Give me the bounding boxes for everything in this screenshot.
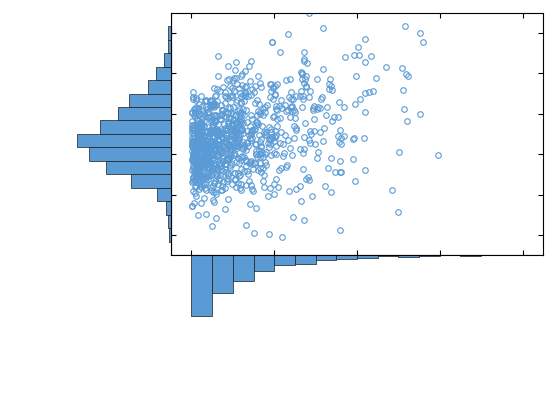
Bar [167, 39, 171, 53]
Bar [77, 134, 171, 147]
Bar [106, 161, 171, 174]
Bar [233, 255, 254, 281]
Bar [377, 255, 398, 256]
Y-axis label: y: y [127, 129, 142, 139]
Bar [357, 255, 377, 257]
Bar [157, 188, 171, 201]
Bar [164, 53, 171, 66]
Bar [148, 80, 171, 94]
Bar [316, 255, 337, 260]
Bar [337, 255, 357, 259]
Bar [100, 121, 171, 134]
Bar [419, 255, 440, 256]
Bar [129, 94, 171, 107]
Bar [168, 26, 171, 39]
Bar [118, 107, 171, 121]
Bar [212, 255, 233, 293]
Bar [398, 255, 419, 257]
Bar [295, 255, 316, 264]
Bar [130, 174, 171, 188]
Bar [169, 228, 171, 242]
Bar [156, 66, 171, 80]
Bar [167, 215, 171, 228]
Bar [254, 255, 274, 270]
Bar [90, 147, 171, 161]
Bar [274, 255, 295, 265]
Bar [166, 201, 171, 215]
X-axis label: x: x [352, 279, 362, 294]
Bar [192, 255, 212, 316]
